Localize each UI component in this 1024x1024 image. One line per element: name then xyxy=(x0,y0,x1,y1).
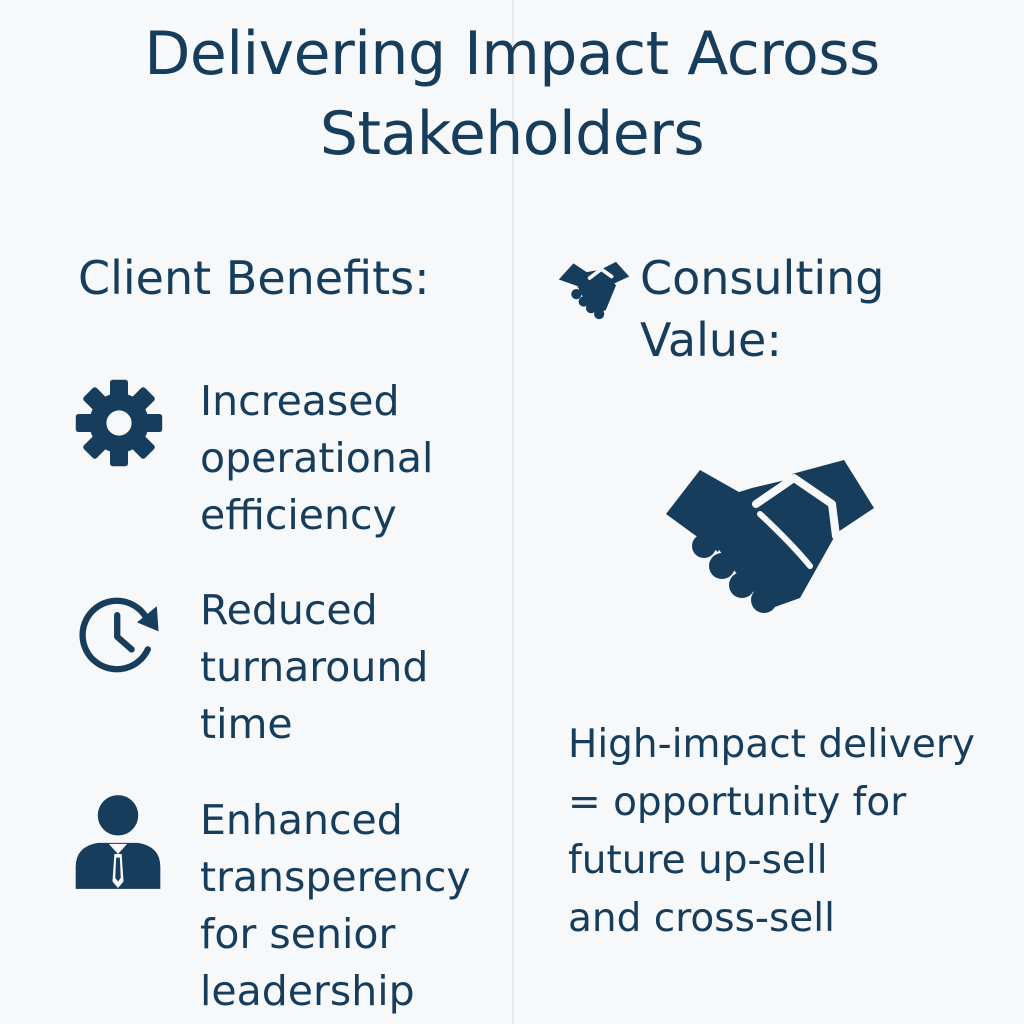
consulting-value-line: and cross-sell xyxy=(568,896,835,941)
benefit-transparency-line: Enhanced xyxy=(200,796,403,844)
handshake-illustration-icon xyxy=(660,448,880,628)
page-title-line-1: Delivering Impact Across xyxy=(144,19,880,89)
benefit-efficiency-line: efficiency xyxy=(200,491,397,539)
page-title-line-2: Stakeholders xyxy=(319,99,705,169)
page-title: Delivering Impact Across Stakeholders xyxy=(0,14,1024,174)
benefit-transparency: Enhanced transperency for senior leaders… xyxy=(200,792,471,1020)
benefit-turnaround: Reduced turnaround time xyxy=(200,582,428,753)
consulting-value-line: High-impact delivery xyxy=(568,722,975,767)
consulting-value-heading-line: Value: xyxy=(640,313,782,367)
column-divider xyxy=(512,0,514,1024)
consulting-value-line: future up-sell xyxy=(568,838,828,883)
consulting-value-description: High-impact delivery = opportunity for f… xyxy=(568,716,975,948)
benefit-transparency-line: for senior xyxy=(200,910,396,958)
benefit-efficiency: Increased operational efficiency xyxy=(200,373,433,544)
benefit-turnaround-line: time xyxy=(200,700,293,748)
benefit-turnaround-line: turnaround xyxy=(200,643,429,691)
benefit-efficiency-line: operational xyxy=(200,434,434,482)
clock-arrow-icon xyxy=(74,590,164,680)
businessman-icon xyxy=(72,793,164,891)
handshake-icon xyxy=(557,256,631,322)
benefit-transparency-line: leadership xyxy=(200,967,415,1015)
consulting-value-heading: Consulting Value: xyxy=(640,247,1010,371)
client-benefits-heading: Client Benefits: xyxy=(78,251,430,305)
benefit-turnaround-line: Reduced xyxy=(200,586,378,634)
benefit-transparency-line: transperency xyxy=(200,853,471,901)
benefit-efficiency-line: Increased xyxy=(200,377,400,425)
consulting-value-heading-line: Consulting xyxy=(640,251,885,305)
consulting-value-line: = opportunity for xyxy=(568,780,907,825)
gear-icon xyxy=(74,378,164,468)
